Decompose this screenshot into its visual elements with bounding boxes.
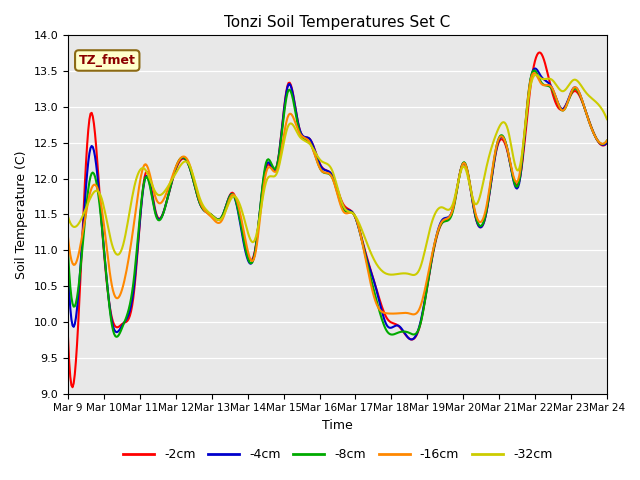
-8cm xyxy=(461,160,469,166)
-8cm xyxy=(233,202,241,207)
-2cm xyxy=(292,111,300,117)
-4cm xyxy=(392,323,399,329)
-2cm xyxy=(393,322,401,327)
Title: Tonzi Soil Temperatures Set C: Tonzi Soil Temperatures Set C xyxy=(225,15,451,30)
-2cm xyxy=(556,106,564,112)
-8cm xyxy=(113,334,120,340)
-32cm xyxy=(461,165,469,171)
-8cm xyxy=(603,138,611,144)
-32cm xyxy=(532,72,540,78)
Line: -32cm: -32cm xyxy=(68,75,607,275)
-4cm xyxy=(64,265,72,271)
-16cm xyxy=(291,120,299,125)
-4cm xyxy=(365,264,373,270)
-32cm xyxy=(603,116,611,122)
Legend: -2cm, -4cm, -8cm, -16cm, -32cm: -2cm, -4cm, -8cm, -16cm, -32cm xyxy=(118,443,557,466)
-8cm xyxy=(292,115,300,120)
-8cm xyxy=(393,330,401,336)
-32cm xyxy=(64,214,72,219)
-2cm xyxy=(603,140,611,146)
-32cm xyxy=(365,247,373,252)
Line: -16cm: -16cm xyxy=(68,73,607,314)
-4cm xyxy=(407,336,415,342)
-2cm xyxy=(233,200,241,205)
-16cm xyxy=(410,312,417,317)
-32cm xyxy=(291,126,299,132)
-4cm xyxy=(232,198,239,204)
X-axis label: Time: Time xyxy=(322,419,353,432)
-32cm xyxy=(556,86,564,92)
Line: -2cm: -2cm xyxy=(68,52,607,387)
-16cm xyxy=(392,311,399,316)
Text: TZ_fmet: TZ_fmet xyxy=(79,54,136,67)
Line: -8cm: -8cm xyxy=(68,71,607,337)
Y-axis label: Soil Temperature (C): Soil Temperature (C) xyxy=(15,150,28,279)
-8cm xyxy=(556,105,564,110)
-4cm xyxy=(461,161,469,167)
-4cm xyxy=(603,140,611,146)
-32cm xyxy=(392,272,399,277)
-16cm xyxy=(461,161,469,167)
-8cm xyxy=(64,249,72,254)
-8cm xyxy=(530,68,538,73)
-4cm xyxy=(556,104,564,109)
-2cm xyxy=(68,384,76,390)
-4cm xyxy=(531,66,539,72)
-16cm xyxy=(556,104,564,110)
-16cm xyxy=(232,194,239,200)
-16cm xyxy=(530,70,538,76)
-32cm xyxy=(410,272,417,278)
-16cm xyxy=(603,138,611,144)
-4cm xyxy=(291,105,299,110)
-2cm xyxy=(536,49,543,55)
-2cm xyxy=(367,267,374,273)
-2cm xyxy=(64,335,72,341)
-8cm xyxy=(367,275,374,280)
-32cm xyxy=(232,194,239,200)
-16cm xyxy=(64,235,72,240)
Line: -4cm: -4cm xyxy=(68,69,607,339)
-2cm xyxy=(461,161,469,167)
-16cm xyxy=(365,276,373,281)
